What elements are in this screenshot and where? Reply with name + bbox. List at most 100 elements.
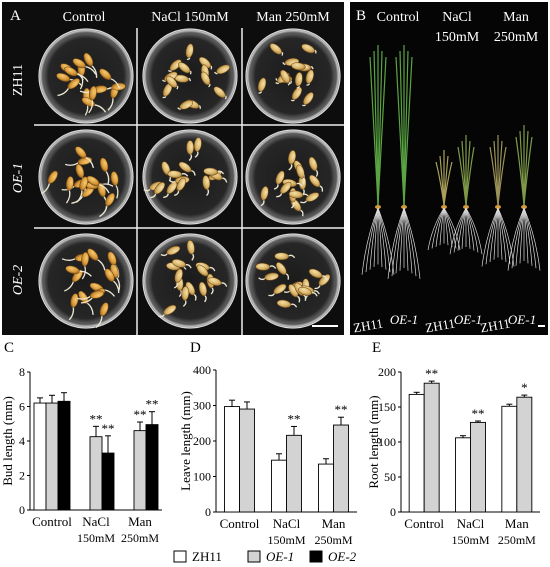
seed — [68, 293, 79, 321]
y-tick-label: 0 — [19, 503, 25, 517]
seed — [75, 146, 95, 169]
seed — [268, 283, 287, 297]
seed — [273, 170, 285, 190]
b-label-oe1-nacl: OE-1 — [454, 312, 482, 327]
significance-marker: ** — [146, 397, 159, 412]
significance-marker: ** — [102, 421, 115, 436]
bar — [333, 424, 349, 513]
seed — [57, 78, 80, 97]
legend: ZH11 OE-1 OE-2 — [173, 549, 357, 564]
seed — [257, 77, 267, 94]
panel-letter: C — [4, 340, 14, 356]
x-category-sublabel: 250mM — [314, 533, 352, 547]
seed — [300, 192, 320, 204]
b-header-nacl-conc: 150mM — [435, 30, 480, 45]
petri-dish — [38, 28, 134, 124]
seed — [274, 252, 296, 261]
seed — [200, 71, 211, 88]
y-tick-label: 150 — [378, 400, 396, 414]
x-category-label: Man — [505, 516, 529, 531]
x-category-sublabel: 250mM — [121, 531, 159, 545]
b-label-oe1-control: OE-1 — [390, 312, 418, 327]
panel-b-background — [350, 2, 548, 335]
bar — [33, 402, 47, 511]
bar — [516, 396, 533, 513]
y-tick-label: 8 — [19, 365, 25, 379]
bar — [470, 421, 486, 513]
x-category-label: Man — [322, 516, 346, 531]
seed — [65, 176, 74, 204]
seed — [280, 69, 291, 86]
bar — [501, 405, 518, 513]
y-tick-label: 4 — [19, 434, 25, 448]
seed — [202, 175, 211, 196]
seed — [214, 64, 230, 75]
seed — [174, 177, 187, 197]
seed — [199, 56, 213, 70]
panel-b-letter: B — [356, 8, 366, 24]
seed — [308, 268, 328, 281]
seed — [99, 68, 121, 89]
y-tick-label: 300 — [193, 399, 211, 413]
y-tick-label: 100 — [378, 435, 396, 449]
seed — [186, 140, 194, 161]
bar — [145, 424, 159, 511]
b-header-man: Man — [503, 10, 529, 25]
seed — [41, 170, 58, 195]
x-category-label: Control — [32, 514, 72, 529]
significance-marker: * — [521, 380, 528, 395]
seed — [110, 171, 119, 199]
seed — [88, 86, 97, 114]
y-tick-label: 400 — [193, 363, 211, 377]
y-tick-label: 200 — [378, 365, 396, 379]
bar — [286, 434, 302, 513]
seed — [77, 290, 104, 300]
seed — [168, 59, 182, 72]
seed — [302, 92, 314, 107]
seed — [87, 248, 106, 271]
b-header-control: Control — [377, 10, 420, 25]
b-header-man-conc: 250mM — [494, 30, 539, 45]
seed — [288, 150, 296, 171]
seed — [269, 43, 284, 56]
significance-marker: ** — [134, 407, 147, 422]
y-tick-label: 50 — [384, 470, 396, 484]
bar — [271, 459, 287, 513]
bar — [239, 408, 255, 513]
y-axis-label: Leave length (mm) — [178, 391, 193, 491]
legend-swatch-oe1 — [247, 550, 261, 563]
y-tick-label: 6 — [19, 400, 25, 414]
seed — [213, 86, 227, 100]
seed — [75, 163, 86, 191]
seed — [99, 192, 115, 218]
row-label-oe1: OE-1 — [11, 163, 26, 193]
seedling — [481, 135, 515, 267]
petri-dish — [142, 129, 238, 225]
seed — [305, 69, 314, 86]
seed — [276, 299, 298, 308]
y-axis-label: Root length (mm) — [366, 395, 381, 488]
seed — [258, 272, 279, 281]
seed — [160, 245, 181, 257]
seed — [185, 43, 194, 61]
bar — [89, 436, 103, 511]
b-label-zh11-control: ZH11 — [352, 316, 384, 336]
seed — [65, 265, 92, 277]
col-label-man: Man 250mM — [256, 10, 330, 25]
seed — [181, 286, 190, 307]
x-category-label: Man — [128, 514, 152, 529]
legend-label-oe1: OE-1 — [266, 549, 294, 564]
seed — [178, 62, 192, 75]
seed — [301, 43, 317, 54]
seed — [298, 287, 318, 297]
panel-a-letter: A — [10, 8, 21, 24]
y-tick-label: 0 — [390, 505, 396, 519]
seed — [83, 52, 98, 78]
seedling — [507, 125, 541, 271]
seed — [260, 186, 269, 207]
x-category-label: Control — [220, 516, 260, 531]
bar — [57, 400, 71, 511]
x-category-label: NaCl — [82, 514, 110, 529]
b-label-oe1-man: OE-1 — [508, 312, 536, 327]
